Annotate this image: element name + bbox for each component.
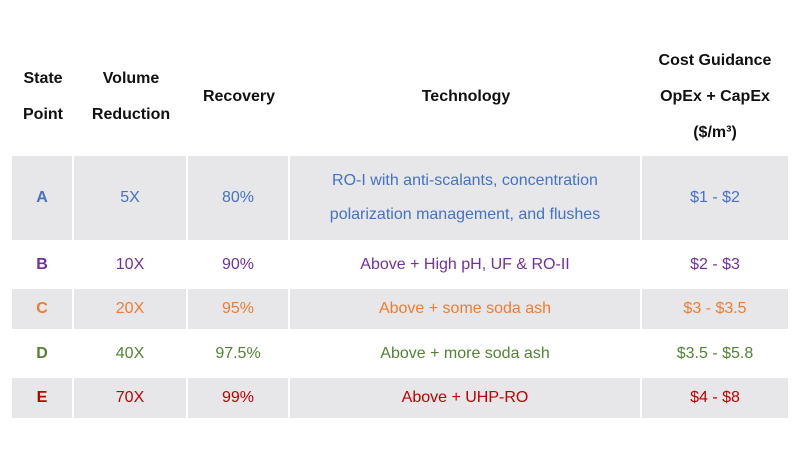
technology-cell: Above + High pH, UF & RO-II [290,244,642,289]
cost-cell: $4 - $8 [642,378,788,422]
header-state-line-2: Point [23,106,63,123]
header-recovery-label: Recovery [202,88,276,105]
table-row-d: D 40X 97.5% Above + more soda ash $3.5 -… [12,333,788,378]
technology-line-1: RO-I with anti-scalants, concentration [332,172,598,189]
table-row-a: A 5X 80% RO-I with anti-scalants, concen… [12,156,788,244]
state-cell: E [12,378,74,422]
header-state-line-1: State [23,70,63,87]
header-volume-line-2: Reduction [91,106,171,123]
volume-cell: 40X [74,333,188,378]
state-cell: D [12,333,74,378]
header-state-point: State Point [12,38,74,156]
cost-cell: $3 - $3.5 [642,289,788,333]
header-technology-label: Technology [421,88,511,105]
table-body: A 5X 80% RO-I with anti-scalants, concen… [12,156,788,422]
header-cost-line-3: ($/m³) [693,124,737,141]
technology-cell: Above + more soda ash [290,333,642,378]
recovery-cell: 95% [188,289,290,333]
table-header: State Point Volume Reduction Recovery Te… [12,38,788,156]
cost-cell: $3.5 - $5.8 [642,333,788,378]
technology-cell: RO-I with anti-scalants, concentration p… [290,156,642,244]
volume-cell: 10X [74,244,188,289]
table-row-c: C 20X 95% Above + some soda ash $3 - $3.… [12,289,788,333]
header-cost-line-1: Cost Guidance [658,52,772,69]
state-cell: B [12,244,74,289]
header-cost-guidance: Cost Guidance OpEx + CapEx ($/m³) [642,38,788,156]
volume-cell: 20X [74,289,188,333]
table-row-b: B 10X 90% Above + High pH, UF & RO-II $2… [12,244,788,289]
header-row: State Point Volume Reduction Recovery Te… [12,38,788,156]
state-cell: A [12,156,74,244]
recovery-cell: 99% [188,378,290,422]
recovery-cell: 90% [188,244,290,289]
technology-cell: Above + some soda ash [290,289,642,333]
header-volume-reduction: Volume Reduction [74,38,188,156]
cost-cell: $2 - $3 [642,244,788,289]
state-point-table: State Point Volume Reduction Recovery Te… [12,38,788,422]
volume-cell: 5X [74,156,188,244]
volume-cell: 70X [74,378,188,422]
header-cost-line-2: OpEx + CapEx [660,88,770,105]
technology-cell: Above + UHP-RO [290,378,642,422]
table-row-e: E 70X 99% Above + UHP-RO $4 - $8 [12,378,788,422]
technology-line-2: polarization management, and flushes [329,206,601,223]
header-technology: Technology [290,38,642,156]
header-volume-line-1: Volume [102,70,160,87]
header-recovery: Recovery [188,38,290,156]
state-cell: C [12,289,74,333]
recovery-cell: 97.5% [188,333,290,378]
cost-cell: $1 - $2 [642,156,788,244]
recovery-cell: 80% [188,156,290,244]
